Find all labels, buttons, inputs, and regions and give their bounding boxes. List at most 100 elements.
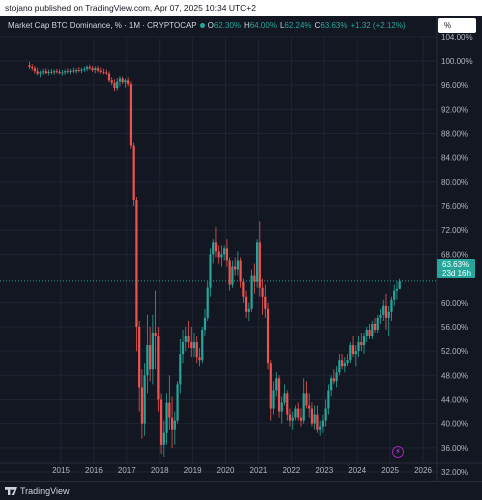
candle bbox=[365, 326, 368, 343]
candle bbox=[228, 257, 231, 291]
candle-body bbox=[212, 242, 215, 255]
candle bbox=[305, 381, 308, 409]
candle bbox=[349, 342, 352, 364]
candle bbox=[121, 76, 124, 84]
last-price-tag: 63.63% 23d 16h bbox=[437, 259, 475, 278]
symbol-legend[interactable]: Market Cap BTC Dominance, % · 1M · CRYPT… bbox=[8, 21, 409, 30]
candle-body bbox=[44, 71, 48, 74]
candle-body bbox=[64, 71, 67, 73]
candle bbox=[110, 77, 113, 86]
candle-body bbox=[80, 69, 83, 71]
candle-body bbox=[275, 378, 278, 391]
candle-body bbox=[346, 360, 349, 364]
publish-bar: stojano published on TradingView.com, Ap… bbox=[0, 0, 482, 16]
candle bbox=[165, 393, 168, 445]
last-price-value: 63.63% bbox=[442, 260, 470, 269]
candle-body bbox=[310, 408, 314, 424]
candle bbox=[220, 245, 223, 267]
x-tick-label: 2018 bbox=[151, 466, 169, 475]
candle-body bbox=[94, 68, 97, 71]
candle bbox=[53, 69, 56, 75]
candle bbox=[107, 71, 111, 83]
close-value: 63.63% bbox=[320, 21, 348, 30]
candle bbox=[324, 399, 327, 427]
candle bbox=[398, 278, 401, 290]
candle bbox=[83, 66, 86, 72]
candle bbox=[159, 393, 163, 454]
candle-body bbox=[36, 71, 39, 74]
candle bbox=[234, 257, 237, 276]
candle bbox=[283, 384, 286, 406]
candle-body bbox=[316, 414, 319, 430]
candle-body bbox=[264, 296, 267, 309]
candle-body bbox=[61, 72, 64, 74]
candle bbox=[55, 68, 58, 74]
candle-body bbox=[280, 402, 283, 412]
candle-body bbox=[255, 242, 259, 282]
candle-body bbox=[362, 336, 366, 346]
candle bbox=[313, 405, 316, 430]
percent-scale-button[interactable]: % bbox=[438, 18, 476, 33]
candle bbox=[94, 66, 97, 74]
price-chart[interactable]: 104.00% 100.00% 96.00% 92.00% 88.00% 84.00% 80… bbox=[0, 0, 482, 481]
tradingview-logo[interactable]: TradingView bbox=[5, 486, 70, 496]
symbol-title: Market Cap BTC Dominance, % · 1M · CRYPT… bbox=[8, 21, 197, 30]
candle bbox=[277, 375, 281, 418]
candle-body bbox=[192, 342, 196, 349]
candle bbox=[88, 64, 91, 71]
candle-body bbox=[102, 71, 105, 73]
candle bbox=[250, 269, 253, 312]
candle-body bbox=[297, 408, 300, 418]
candle bbox=[214, 227, 218, 258]
candle bbox=[198, 348, 201, 367]
candle-body bbox=[250, 275, 253, 309]
y-tick-label: 68.00% bbox=[441, 250, 468, 259]
change-value: +1.32 (+2.12%) bbox=[350, 21, 406, 30]
candle bbox=[299, 408, 303, 427]
candle-body bbox=[116, 81, 119, 89]
candle-body bbox=[173, 420, 176, 430]
candle bbox=[280, 396, 283, 424]
candle bbox=[335, 366, 338, 388]
candle bbox=[297, 402, 300, 421]
candle-body bbox=[127, 80, 130, 84]
candle-body bbox=[302, 393, 305, 421]
y-tick-label: 104.00% bbox=[441, 33, 473, 42]
x-tick-label: 2016 bbox=[85, 466, 103, 475]
candle-body bbox=[277, 378, 281, 412]
candle bbox=[291, 411, 294, 430]
candle bbox=[332, 369, 335, 385]
candle-body bbox=[231, 266, 234, 285]
candle-body bbox=[72, 70, 75, 72]
candle bbox=[42, 68, 45, 75]
candle-body bbox=[288, 414, 292, 421]
candle-body bbox=[379, 314, 382, 318]
candle bbox=[321, 414, 325, 433]
candle-body bbox=[332, 378, 335, 382]
candle bbox=[195, 336, 198, 364]
candle bbox=[376, 314, 379, 333]
candle-body bbox=[77, 70, 80, 71]
candle bbox=[162, 420, 165, 457]
candle-body bbox=[360, 342, 363, 346]
candle bbox=[140, 369, 144, 439]
candle bbox=[124, 78, 127, 88]
candle-body bbox=[228, 260, 231, 285]
candle-body bbox=[390, 299, 393, 312]
candle-body bbox=[395, 288, 399, 291]
candle-body bbox=[143, 375, 146, 424]
candle-body bbox=[96, 68, 100, 71]
candle-body bbox=[225, 248, 229, 261]
candle bbox=[239, 257, 242, 288]
candle-body bbox=[179, 354, 182, 385]
lightning-icon[interactable]: ⚡ bbox=[392, 446, 404, 458]
candle-body bbox=[327, 390, 330, 409]
candle bbox=[72, 67, 75, 74]
candle bbox=[91, 65, 94, 72]
candle bbox=[261, 278, 264, 315]
candle-body bbox=[53, 71, 56, 73]
y-tick-label: 92.00% bbox=[441, 105, 468, 114]
candle-body bbox=[291, 417, 294, 421]
candle bbox=[47, 69, 50, 76]
candle bbox=[58, 69, 61, 75]
